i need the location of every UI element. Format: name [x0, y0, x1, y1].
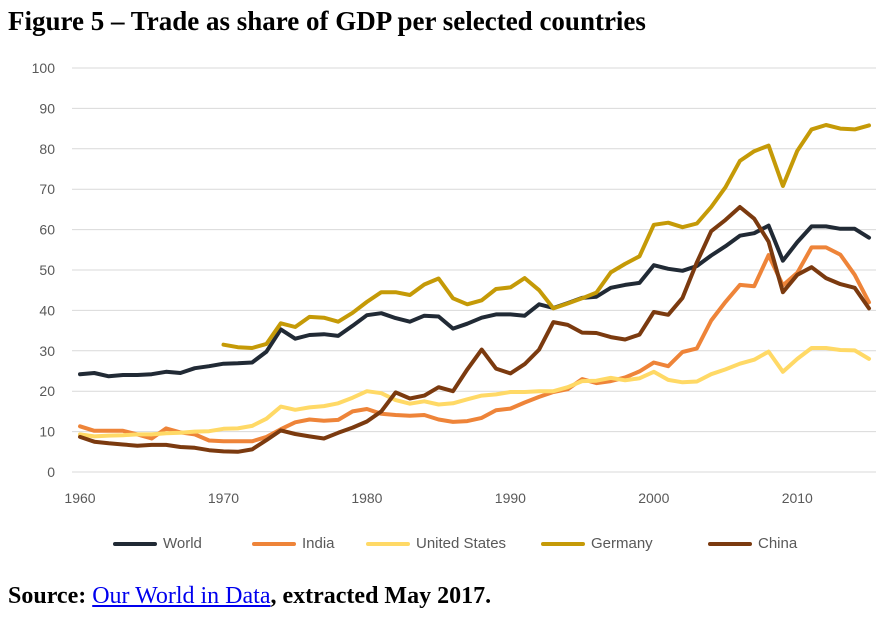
legend-label: Germany: [591, 535, 653, 552]
legend-item: Germany: [541, 535, 653, 552]
x-tick-label: 1970: [208, 490, 239, 506]
gridlines: [72, 67, 876, 473]
legend: World India United States Germany China: [0, 535, 883, 557]
figure-title: Figure 5 – Trade as share of GDP per sel…: [8, 6, 646, 36]
y-tick-label: 0: [47, 464, 55, 480]
y-tick-label: 100: [32, 60, 56, 76]
x-tick-label: 2010: [782, 490, 813, 506]
legend-item: World: [113, 535, 202, 552]
y-tick-label: 10: [39, 424, 55, 440]
x-axis-ticks: 1960 1970 1980 1990 2000 2010: [64, 490, 813, 506]
source-link[interactable]: Our World in Data: [92, 583, 271, 609]
legend-item: China: [708, 535, 797, 552]
x-tick-label: 1960: [64, 490, 95, 506]
legend-swatch: [708, 541, 752, 546]
legend-item: India: [252, 535, 335, 552]
legend-label: China: [758, 535, 798, 552]
y-axis-ticks: 0 10 20 30 40 50 60 70 80 90 100: [32, 60, 56, 480]
y-tick-label: 30: [39, 343, 55, 359]
legend-item: United States: [366, 535, 506, 552]
legend-swatch: [113, 541, 157, 546]
line-chart: 0 10 20 30 40 50 60 70 80 90 100 1960 1970 1980 1990 2…: [32, 60, 876, 506]
y-tick-label: 90: [39, 100, 55, 116]
legend-label: United States: [416, 535, 507, 552]
x-tick-label: 1980: [351, 490, 382, 506]
y-tick-label: 60: [39, 222, 55, 238]
legend-swatch: [366, 541, 410, 546]
y-tick-label: 40: [39, 302, 55, 318]
series-line-world: [78, 223, 871, 379]
x-tick-label: 1990: [495, 490, 526, 506]
y-tick-label: 20: [39, 383, 55, 399]
legend-swatch: [252, 541, 296, 546]
series-line-india: [78, 245, 871, 444]
legend-swatch: [541, 541, 585, 546]
series-lines: [78, 123, 871, 454]
legend-label: India: [302, 535, 335, 552]
series-line-china: [78, 205, 871, 454]
legend-label: World: [163, 535, 202, 552]
source-prefix: Source:: [8, 583, 93, 609]
x-tick-label: 2000: [638, 490, 669, 506]
y-tick-label: 80: [39, 141, 55, 157]
series-line-germany: [221, 123, 871, 350]
source-note: Source: Our World in Data, extracted May…: [8, 583, 491, 610]
source-suffix: , extracted May 2017.: [270, 583, 492, 609]
y-tick-label: 70: [39, 181, 55, 197]
y-tick-label: 50: [39, 262, 55, 278]
series-line-united-states: [78, 346, 871, 439]
